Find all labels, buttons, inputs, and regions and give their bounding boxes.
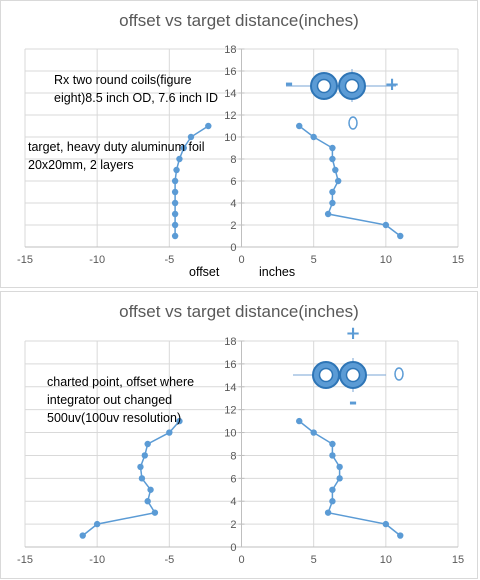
data-point	[138, 475, 146, 482]
data-point	[329, 498, 336, 505]
x-tick-label: 0	[238, 554, 244, 566]
data-point	[329, 486, 336, 493]
data-point	[329, 155, 336, 163]
y-tick-label: 2	[230, 519, 236, 531]
charted-point-note: charted point, offset where integrator o…	[47, 375, 195, 425]
chart-svg: -15 -10 -5 0 5 10 15 0 2 4 6 8 10 12 14 16 18 - +	[17, 323, 464, 566]
data-point	[93, 520, 101, 528]
plus-symbol: +	[384, 74, 399, 95]
y-tick-label: 10	[224, 428, 236, 440]
minus-symbol: -	[285, 71, 293, 95]
x-tick-label: -10	[89, 554, 105, 566]
data-point	[310, 429, 317, 436]
x-tick-label: -5	[164, 554, 174, 566]
coil-inner-1	[345, 367, 361, 383]
target-symbol	[394, 367, 404, 381]
data-point	[329, 199, 336, 207]
y-tick-label: 8	[230, 154, 236, 166]
data-point	[296, 122, 303, 130]
target-description-note: target, heavy duty aluminum foil 20x20mm…	[28, 140, 205, 172]
data-point	[151, 509, 159, 516]
x-tick-label: -15	[17, 554, 33, 566]
plus-symbol: +	[345, 323, 360, 344]
x-axis-label-offset: offset	[189, 265, 220, 279]
y-tick-label: 18	[224, 336, 236, 348]
data-point	[173, 166, 180, 174]
data-point	[166, 429, 173, 436]
x-tick-label: 15	[452, 554, 464, 566]
data-point	[324, 210, 332, 218]
x-tick-label: -15	[17, 254, 33, 266]
chart-svg: -15 -10 -5 0 5 10 15 0 2 4 6 8 10 12 14 16 18 - +	[17, 44, 464, 266]
coil-inner-0	[318, 367, 334, 383]
y-tick-label: 0	[230, 542, 236, 554]
x-tick-label: 0	[238, 254, 244, 266]
data-point	[144, 440, 151, 448]
y-tick-label: 10	[224, 132, 236, 144]
data-point	[329, 188, 336, 196]
chart-panel-top: -15 -10 -5 0 5 10 15 0 2 4 6 8 10 12 14 16 18 - + offset v…	[0, 0, 478, 288]
y-tick-label: 14	[224, 88, 236, 100]
data-point	[382, 520, 390, 528]
x-tick-label: 10	[380, 554, 392, 566]
target-symbol	[348, 116, 358, 130]
coil-inner-0	[316, 78, 332, 94]
y-tick-label: 6	[230, 473, 236, 485]
data-point	[335, 177, 342, 185]
data-point	[332, 166, 339, 174]
chart-title: offset vs target distance(inches)	[119, 302, 359, 321]
y-tick-label: 8	[230, 450, 236, 462]
y-tick-label: 12	[224, 405, 236, 417]
y-tick-label: 4	[230, 496, 236, 508]
x-axis-label-inches: inches	[259, 265, 296, 279]
y-tick-label: 4	[230, 198, 236, 210]
data-point	[187, 133, 195, 141]
data-point	[397, 232, 404, 240]
y-tick-label: 16	[224, 66, 236, 78]
coil-inner-1	[344, 78, 360, 94]
data-point	[397, 532, 404, 539]
y-tick-label: 16	[224, 359, 236, 371]
y-tick-label: 6	[230, 176, 236, 188]
data-point	[296, 417, 303, 425]
data-point	[329, 452, 336, 459]
data-point	[382, 221, 390, 229]
y-tick-label: 2	[230, 220, 236, 232]
data-point	[144, 498, 151, 505]
data-point	[336, 475, 343, 482]
data-point	[324, 509, 332, 516]
minus-symbol: -	[349, 390, 357, 414]
data-point	[205, 122, 212, 130]
data-point	[329, 144, 336, 152]
data-point	[147, 486, 154, 493]
y-tick-label: 14	[224, 382, 236, 394]
data-point	[180, 144, 187, 152]
y-tick-label: 18	[224, 44, 236, 56]
data-point	[137, 463, 144, 471]
data-point	[310, 133, 317, 141]
chart-panel-bottom: -15 -10 -5 0 5 10 15 0 2 4 6 8 10 12 14 16 18 - + offset v…	[0, 291, 478, 579]
data-point	[176, 155, 183, 163]
x-tick-label: 5	[311, 254, 317, 266]
chart-title: offset vs target distance(inches)	[119, 11, 359, 30]
data-point	[336, 463, 343, 471]
y-tick-label: 12	[224, 110, 236, 122]
x-tick-label: 10	[380, 254, 392, 266]
data-point	[141, 452, 148, 459]
data-point	[171, 210, 179, 218]
data-point	[171, 199, 179, 207]
data-point	[171, 177, 179, 185]
coil-description-note: Rx two round coils(figure eight)8.5 inch…	[54, 73, 218, 105]
x-tick-label: -10	[89, 254, 105, 266]
y-tick-label: 0	[230, 242, 236, 254]
data-point	[171, 188, 179, 196]
data-point	[176, 417, 183, 425]
data-point	[329, 440, 336, 448]
data-point	[171, 232, 179, 240]
x-tick-label: -5	[164, 254, 174, 266]
data-point	[171, 221, 179, 229]
data-point	[79, 532, 86, 539]
x-tick-label: 15	[452, 254, 464, 266]
x-tick-label: 5	[311, 554, 317, 566]
